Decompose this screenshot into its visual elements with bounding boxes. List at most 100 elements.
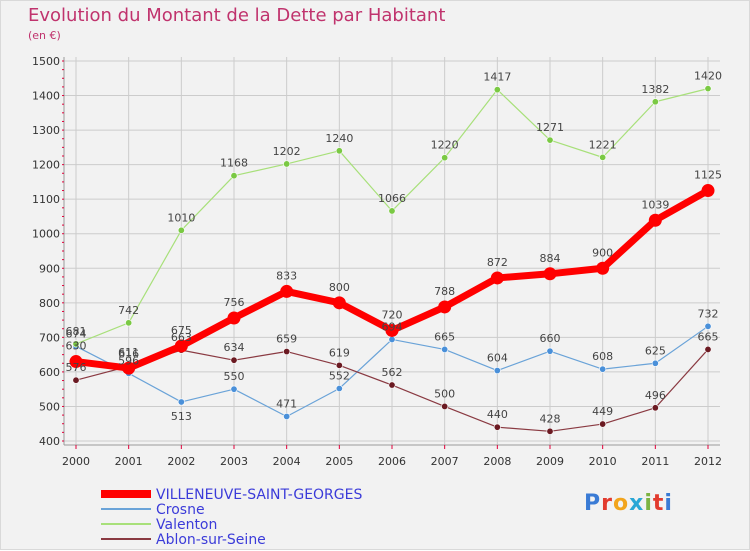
data-label: 1382 — [641, 83, 669, 96]
data-point-valenton — [283, 160, 291, 168]
y-tick-label: 400 — [39, 435, 60, 448]
legend-label-ablon-sur-seine: Ablon-sur-Seine — [156, 532, 266, 548]
data-point-crosne — [441, 345, 449, 353]
data-label: 665 — [434, 330, 455, 343]
data-point-ablon-sur-seine — [441, 402, 449, 410]
gridlines — [64, 57, 720, 445]
data-label: 720 — [382, 308, 403, 321]
data-point-crosne — [283, 412, 291, 420]
data-label: 1168 — [220, 157, 248, 170]
data-point-valenton — [72, 340, 80, 348]
x-tick-label: 2007 — [431, 455, 459, 468]
data-point-villeneuve-saint-georges — [701, 184, 715, 198]
x-tick-label: 2009 — [536, 455, 564, 468]
data-label: 872 — [487, 256, 508, 269]
data-point-valenton — [704, 85, 712, 93]
legend-label-crosne: Crosne — [156, 502, 205, 518]
data-label: 1125 — [694, 169, 722, 182]
logo-letter: i — [644, 491, 653, 516]
data-label: 496 — [645, 389, 666, 402]
data-point-crosne — [546, 347, 554, 355]
data-label: 788 — [434, 285, 455, 298]
data-point-ablon-sur-seine — [704, 345, 712, 353]
data-label: 625 — [645, 344, 666, 357]
data-point-villeneuve-saint-georges — [227, 311, 241, 325]
data-label: 576 — [66, 361, 87, 374]
y-tick-label: 1200 — [32, 159, 60, 172]
data-point-crosne — [335, 384, 343, 392]
y-tick-label: 700 — [39, 331, 60, 344]
x-tick-label: 2002 — [167, 455, 195, 468]
x-tick-label: 2004 — [273, 455, 301, 468]
data-label: 500 — [434, 387, 455, 400]
data-point-crosne — [177, 398, 185, 406]
proxiti-logo: Proxiti — [584, 491, 673, 516]
data-point-valenton — [388, 207, 396, 215]
data-point-ablon-sur-seine — [651, 404, 659, 412]
data-label: 611 — [118, 346, 139, 359]
data-label: 833 — [276, 269, 297, 282]
data-point-villeneuve-saint-georges — [543, 267, 557, 281]
data-point-valenton — [230, 172, 238, 180]
data-label: 562 — [382, 366, 403, 379]
data-point-crosne — [493, 367, 501, 375]
data-label: 1220 — [431, 139, 459, 152]
x-tick-label: 2006 — [378, 455, 406, 468]
data-point-valenton — [441, 154, 449, 162]
data-point-villeneuve-saint-georges — [280, 284, 294, 298]
data-label: 742 — [118, 304, 139, 317]
axes: 400 500 600 700 800 900 1000 1100 1200 1300 1400 15… — [32, 55, 722, 468]
data-point-valenton — [335, 147, 343, 155]
y-tick-label: 1400 — [32, 90, 60, 103]
data-label: 428 — [540, 412, 561, 425]
data-label: 1240 — [325, 132, 353, 145]
logo-letter: x — [629, 491, 645, 516]
data-point-valenton — [651, 98, 659, 106]
legend: VILLENEUVE-SAINT-GEORGESCrosneValentonAb… — [101, 487, 362, 548]
data-point-villeneuve-saint-georges — [122, 361, 136, 375]
data-label: 630 — [66, 340, 87, 353]
data-label: 681 — [66, 325, 87, 338]
data-label: 634 — [224, 341, 245, 354]
data-point-villeneuve-saint-georges — [648, 213, 662, 227]
data-label: 659 — [276, 333, 297, 346]
data-point-villeneuve-saint-georges — [332, 296, 346, 310]
data-label: 1202 — [273, 145, 301, 158]
data-label: 1271 — [536, 121, 564, 134]
series-layer — [69, 85, 715, 435]
data-point-villeneuve-saint-georges — [490, 271, 504, 285]
data-label: 1420 — [694, 70, 722, 83]
data-label: 1221 — [589, 138, 617, 151]
data-label: 675 — [171, 324, 192, 337]
y-tick-label: 900 — [39, 262, 60, 275]
data-point-crosne — [651, 359, 659, 367]
data-label: 660 — [540, 332, 561, 345]
x-tick-label: 2005 — [325, 455, 353, 468]
x-tick-label: 2000 — [62, 455, 90, 468]
data-label: 596 — [118, 354, 139, 367]
data-point-valenton — [599, 153, 607, 161]
data-point-crosne — [388, 335, 396, 343]
y-tick-label: 1000 — [32, 228, 60, 241]
y-tick-label: 800 — [39, 297, 60, 310]
data-label: 1039 — [641, 198, 669, 211]
data-point-crosne — [230, 385, 238, 393]
data-point-ablon-sur-seine — [283, 348, 291, 356]
data-point-ablon-sur-seine — [388, 381, 396, 389]
x-tick-label: 2011 — [641, 455, 669, 468]
data-label: 449 — [592, 405, 613, 418]
x-tick-label: 2010 — [589, 455, 617, 468]
logo-letter: i — [664, 491, 673, 516]
data-label: 471 — [276, 397, 297, 410]
y-tick-label: 600 — [39, 366, 60, 379]
logo-letter: P — [584, 491, 602, 516]
y-tick-label: 1100 — [32, 193, 60, 206]
y-tick-label: 500 — [39, 400, 60, 413]
logo-letter: o — [612, 491, 630, 516]
data-label: 674 — [66, 327, 87, 340]
data-point-ablon-sur-seine — [335, 361, 343, 369]
data-label: 1010 — [167, 211, 195, 224]
chart-title: Evolution du Montant de la Dette par Hab… — [28, 5, 446, 26]
